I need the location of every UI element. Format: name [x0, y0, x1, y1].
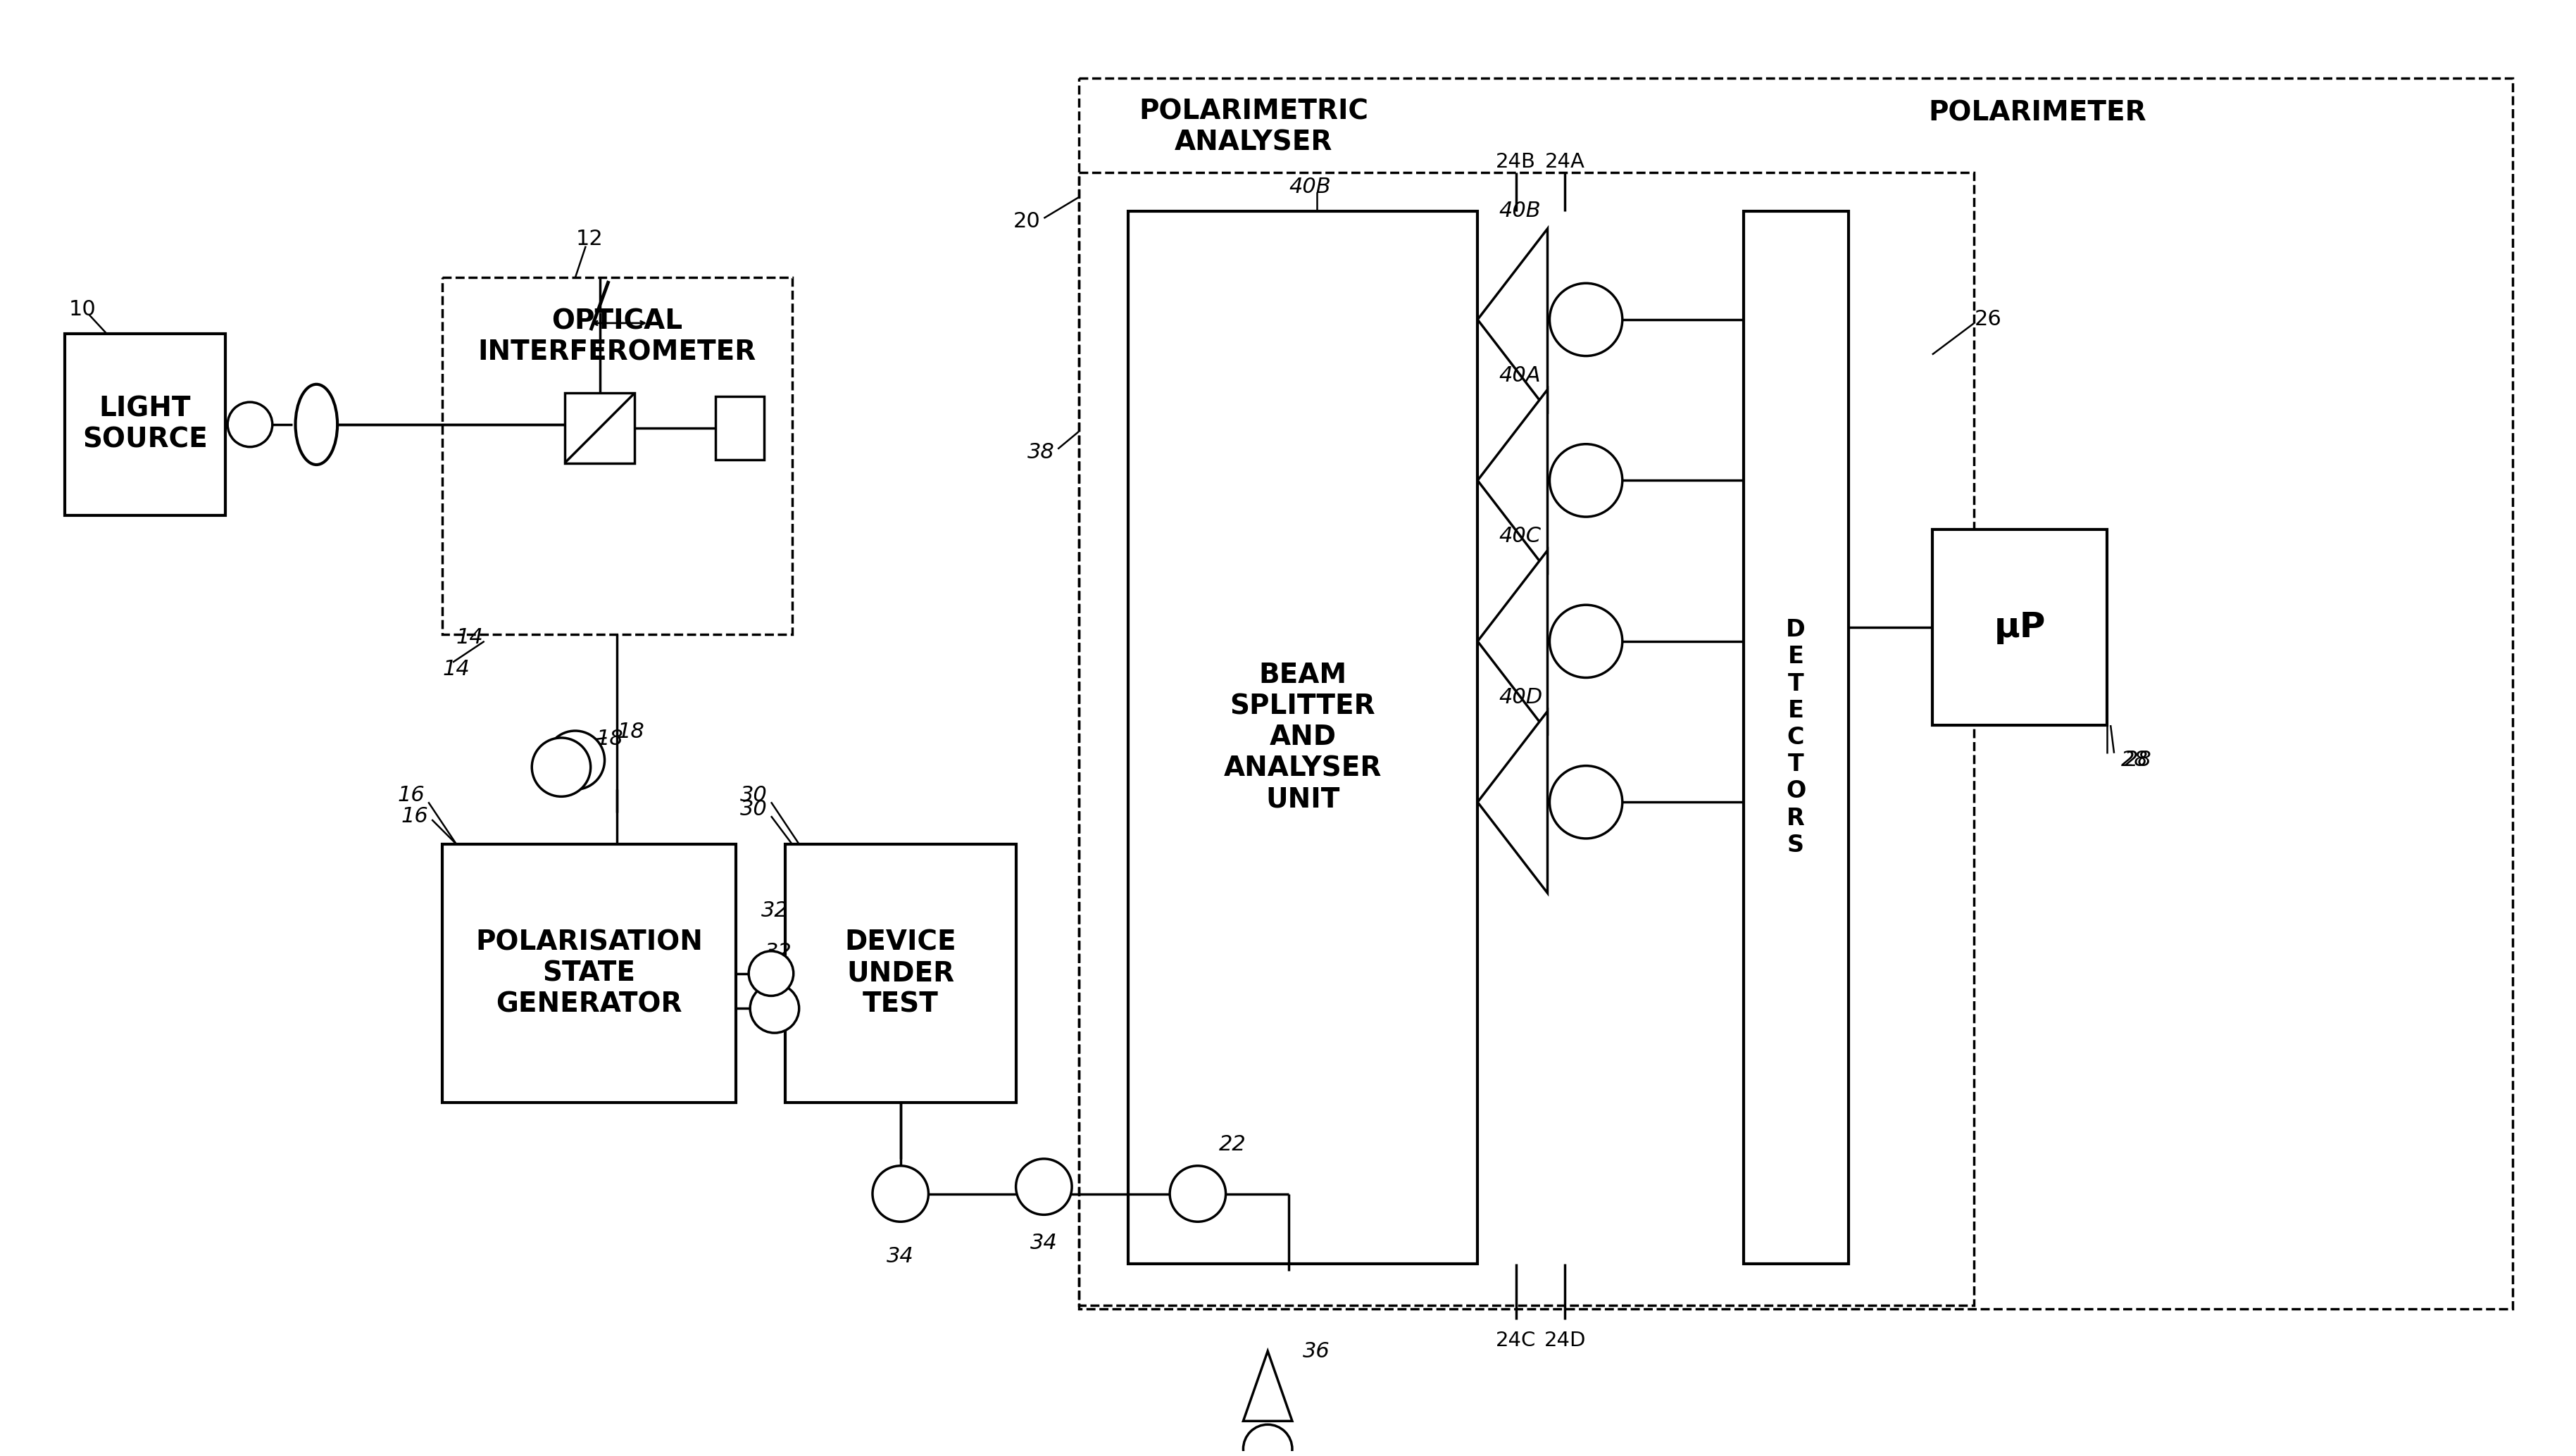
Bar — [1932, 530, 2107, 725]
Text: 24D: 24D — [1543, 1331, 1587, 1351]
Circle shape — [1170, 1166, 1226, 1222]
Text: 22: 22 — [1218, 1134, 1247, 1155]
Text: LIGHT
SOURCE: LIGHT SOURCE — [82, 396, 209, 453]
Text: 40B: 40B — [1499, 201, 1540, 221]
Polygon shape — [1479, 550, 1548, 732]
Polygon shape — [1244, 1351, 1293, 1421]
Text: D
E
T
E
C
T
O
R
S: D E T E C T O R S — [1785, 619, 1806, 856]
Text: 40C: 40C — [1499, 526, 1540, 546]
Circle shape — [1015, 1159, 1072, 1214]
Text: 32: 32 — [765, 942, 791, 962]
Text: 30: 30 — [739, 799, 768, 820]
Text: μP: μP — [1994, 610, 2045, 644]
Text: 18: 18 — [595, 729, 623, 750]
Text: 36: 36 — [1303, 1341, 1329, 1361]
Text: 14: 14 — [456, 628, 484, 648]
Bar — [786, 844, 1015, 1102]
Text: POLARISATION
STATE
GENERATOR: POLARISATION STATE GENERATOR — [477, 929, 703, 1018]
Text: 34: 34 — [1030, 1232, 1059, 1254]
Text: 12: 12 — [574, 229, 603, 249]
Circle shape — [1551, 444, 1623, 517]
Bar — [1079, 79, 2512, 1309]
Text: 28: 28 — [2120, 750, 2148, 770]
Text: 10: 10 — [70, 298, 95, 319]
Text: 26: 26 — [1976, 309, 2002, 331]
Polygon shape — [1479, 229, 1548, 411]
Text: 40B: 40B — [1288, 176, 1332, 197]
Circle shape — [1244, 1424, 1293, 1456]
Text: 14: 14 — [443, 660, 469, 680]
Bar — [1744, 211, 1850, 1264]
Text: OPTICAL
INTERFEROMETER: OPTICAL INTERFEROMETER — [479, 309, 757, 365]
Circle shape — [1551, 766, 1623, 839]
Text: 24C: 24C — [1497, 1331, 1535, 1351]
Polygon shape — [1479, 711, 1548, 893]
Text: 34: 34 — [886, 1246, 914, 1267]
Text: 24B: 24B — [1497, 153, 1535, 172]
Polygon shape — [1479, 390, 1548, 571]
Circle shape — [546, 731, 605, 789]
Text: 30: 30 — [739, 785, 768, 805]
Text: 40D: 40D — [1499, 687, 1543, 708]
Text: 28: 28 — [2125, 750, 2151, 770]
Text: 40A: 40A — [1499, 365, 1540, 386]
Text: 16: 16 — [397, 785, 425, 805]
Text: 18: 18 — [618, 722, 644, 743]
Circle shape — [1551, 604, 1623, 677]
Bar — [564, 393, 634, 463]
Bar — [1079, 173, 1973, 1306]
Text: POLARIMETER: POLARIMETER — [1927, 100, 2146, 127]
Text: 16: 16 — [402, 807, 428, 827]
Bar — [1128, 211, 1479, 1264]
Circle shape — [750, 951, 793, 996]
Text: POLARIMETRIC
ANALYSER: POLARIMETRIC ANALYSER — [1139, 99, 1368, 156]
Ellipse shape — [296, 384, 337, 464]
Circle shape — [873, 1166, 927, 1222]
Text: 20: 20 — [1012, 211, 1041, 232]
Circle shape — [750, 984, 799, 1032]
Text: DEVICE
UNDER
TEST: DEVICE UNDER TEST — [845, 929, 956, 1018]
Circle shape — [227, 402, 273, 447]
Text: 24A: 24A — [1546, 153, 1584, 172]
Text: 38: 38 — [1028, 443, 1054, 463]
Text: 32: 32 — [760, 900, 788, 920]
Bar — [443, 278, 791, 635]
Bar — [64, 333, 227, 515]
Bar — [716, 396, 765, 460]
Circle shape — [531, 738, 590, 796]
Text: BEAM
SPLITTER
AND
ANALYSER
UNIT: BEAM SPLITTER AND ANALYSER UNIT — [1224, 662, 1381, 812]
Circle shape — [1551, 284, 1623, 355]
Bar — [443, 844, 737, 1102]
